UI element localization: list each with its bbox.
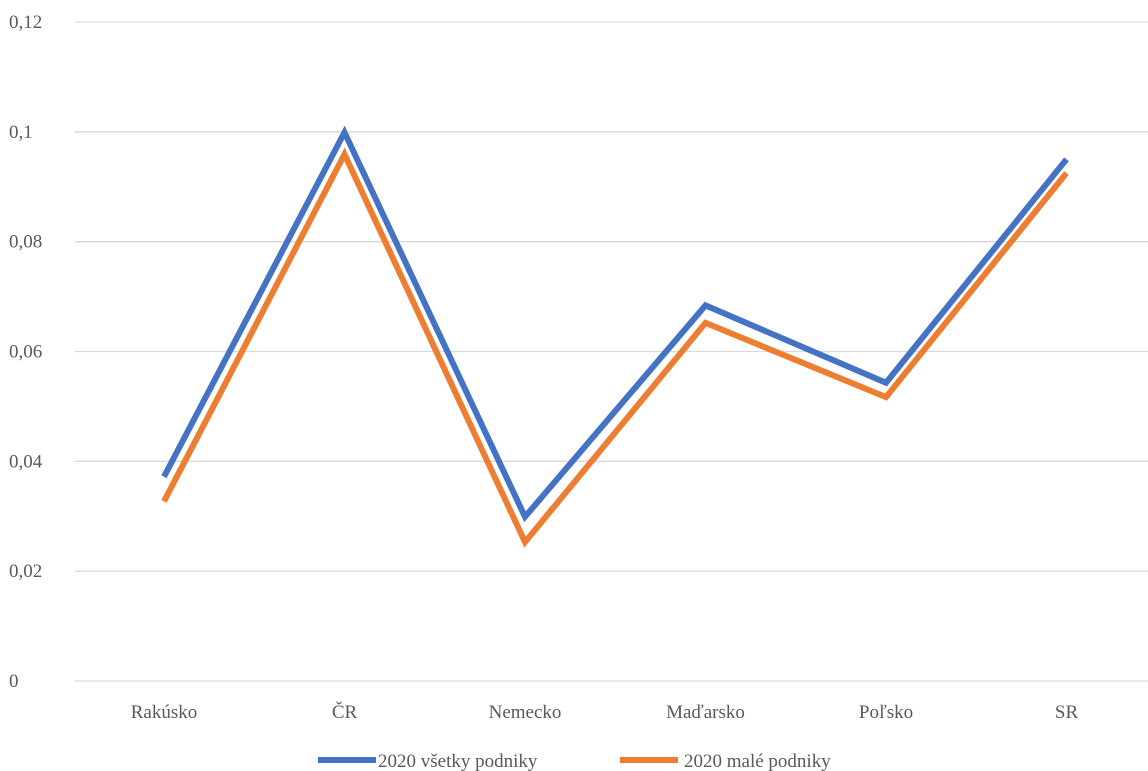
x-tick-label: Nemecko	[489, 702, 562, 723]
x-tick-label: ČR	[332, 701, 358, 723]
legend-label-0: 2020 všetky podniky	[378, 751, 538, 771]
series-line-0	[161, 125, 1069, 523]
x-tick-label: Rakúsko	[131, 702, 198, 723]
x-tick-label: SR	[1055, 702, 1079, 723]
y-tick-label: 0,08	[9, 232, 42, 253]
series-line-1	[161, 147, 1069, 548]
legend-label-1: 2020 malé podniky	[684, 751, 831, 771]
y-tick-label: 0,04	[9, 451, 43, 472]
y-tick-label: 0,02	[9, 561, 42, 582]
gridlines	[75, 21, 1148, 682]
legend: 2020 všetky podniky 2020 malé podniky	[318, 751, 831, 771]
x-axis-tick-labels: Rakúsko ČR Nemecko Maďarsko Poľsko SR	[131, 701, 1079, 723]
x-tick-label: Poľsko	[859, 702, 913, 723]
y-tick-label: 0,1	[9, 122, 33, 143]
series-lines	[161, 125, 1069, 548]
y-tick-label: 0,12	[9, 12, 42, 33]
x-tick-label: Maďarsko	[666, 702, 745, 723]
y-axis-tick-labels: 0 0,02 0,04 0,06 0,08 0,1 0,12	[9, 12, 43, 692]
y-tick-label: 0	[9, 671, 19, 692]
y-tick-label: 0,06	[9, 342, 42, 363]
